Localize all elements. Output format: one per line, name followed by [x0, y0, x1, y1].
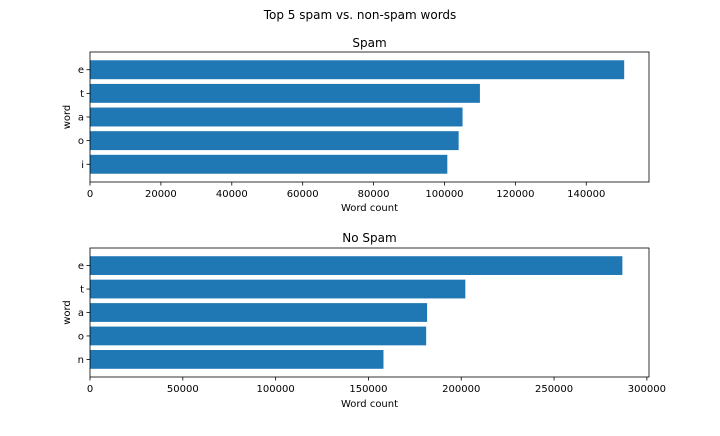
y-ticks-group: e t a o i	[78, 65, 90, 171]
x-tick-label: 300000	[628, 384, 666, 395]
y-tick-label: o	[78, 331, 84, 342]
x-tick-label: 60000	[287, 189, 319, 200]
y-tick-label: t	[80, 285, 84, 296]
bar-i	[90, 154, 448, 174]
plot-frame	[89, 247, 650, 378]
bar-o	[90, 131, 459, 151]
x-ticks-group: 0 20000 40000 60000 80000 100000 120000 140000	[87, 182, 605, 200]
x-ticks-group: 0 50000 100000 150000 200000 250000 300000	[87, 377, 666, 395]
plot-frame	[89, 51, 650, 183]
x-axis-label: Word count	[341, 399, 398, 410]
y-tick-label: i	[81, 160, 84, 171]
bar-t	[90, 83, 480, 103]
x-tick-label: 0	[87, 384, 93, 395]
figure-suptitle: Top 5 spam vs. non-spam words	[263, 8, 457, 22]
x-tick-label: 80000	[358, 189, 390, 200]
bar-n	[90, 350, 384, 369]
x-tick-label: 140000	[567, 189, 605, 200]
bars-group	[90, 60, 625, 174]
chart-panel-no-spam: No Spam Word count word e t a o n 0 50000 1000…	[62, 231, 666, 410]
x-tick-label: 100000	[425, 189, 463, 200]
x-tick-label: 100000	[257, 384, 295, 395]
bar-t	[90, 279, 466, 299]
y-tick-label: o	[78, 136, 84, 147]
x-tick-label: 200000	[442, 384, 480, 395]
x-tick-label: 20000	[145, 189, 177, 200]
y-tick-label: n	[78, 355, 84, 366]
y-tick-label: e	[78, 261, 84, 272]
y-ticks-group: e t a o n	[78, 261, 90, 366]
bar-e	[90, 60, 625, 80]
y-tick-label: t	[80, 89, 84, 100]
x-tick-label: 120000	[496, 189, 534, 200]
panel-title: Spam	[352, 36, 386, 50]
bar-a	[90, 303, 428, 322]
bars-group	[90, 256, 623, 369]
x-tick-label: 0	[87, 189, 93, 200]
panel-title: No Spam	[342, 231, 396, 245]
y-axis-label: word	[62, 300, 73, 325]
y-axis-label: word	[62, 105, 73, 130]
y-tick-label: e	[78, 65, 84, 76]
bar-e	[90, 256, 623, 275]
x-tick-label: 40000	[216, 189, 248, 200]
bar-a	[90, 107, 463, 127]
bar-o	[90, 326, 427, 346]
y-tick-label: a	[78, 308, 84, 319]
chart-panel-spam: Spam Word count word e t a o i 0 20000 40000 60…	[62, 36, 650, 214]
y-tick-label: a	[78, 113, 84, 124]
x-tick-label: 150000	[349, 384, 387, 395]
x-tick-label: 250000	[535, 384, 573, 395]
x-axis-label: Word count	[341, 203, 398, 214]
x-tick-label: 50000	[167, 384, 199, 395]
